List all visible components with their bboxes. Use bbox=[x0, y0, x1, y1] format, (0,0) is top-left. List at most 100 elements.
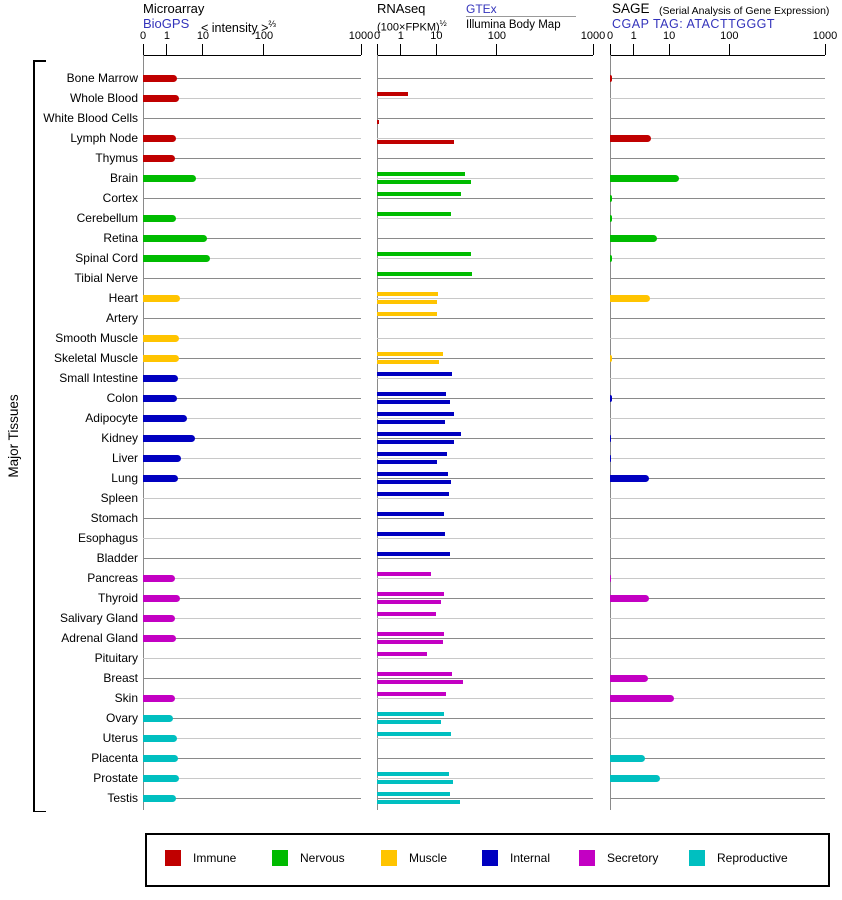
tissue-label: Skeletal Muscle bbox=[53, 351, 138, 365]
bar-gtex bbox=[377, 512, 444, 516]
bar-gtex bbox=[377, 672, 452, 676]
row-gridline bbox=[610, 298, 825, 299]
row-gridline bbox=[143, 598, 361, 599]
row-gridline bbox=[377, 98, 593, 99]
row-gridline bbox=[143, 298, 361, 299]
row-gridline bbox=[143, 638, 361, 639]
rnaseq-title: RNAseq bbox=[377, 1, 426, 16]
rnaseq-scale-label: (100×FPKM)½ bbox=[377, 17, 447, 35]
bar-sage bbox=[610, 675, 649, 682]
row-gridline bbox=[610, 718, 825, 719]
row-gridline bbox=[143, 198, 361, 199]
row-gridline bbox=[610, 798, 825, 799]
axis-tick-label: 10 bbox=[196, 30, 210, 42]
row-gridline bbox=[143, 518, 361, 519]
tissue-label: Small Intestine bbox=[59, 371, 138, 385]
bar-microarray bbox=[143, 155, 176, 162]
tissue-label: Adipocyte bbox=[85, 411, 138, 425]
row-gridline bbox=[143, 698, 361, 699]
row-gridline bbox=[610, 418, 825, 419]
tissue-label: Brain bbox=[109, 171, 138, 185]
axis-tick-label: 1000 bbox=[812, 30, 838, 42]
legend-swatch-internal bbox=[482, 850, 498, 866]
axis-tick bbox=[360, 44, 362, 55]
bar-bodymap bbox=[377, 300, 438, 304]
row-gridline bbox=[377, 558, 593, 559]
axis-tick bbox=[824, 44, 826, 55]
axis-tick-label: 10 bbox=[430, 30, 443, 42]
bar-gtex bbox=[377, 212, 452, 216]
bar-sage bbox=[610, 135, 652, 142]
panel-left-line bbox=[143, 55, 144, 810]
axis-tick bbox=[166, 44, 168, 55]
row-gridline bbox=[610, 758, 825, 759]
bar-gtex bbox=[377, 272, 473, 276]
row-gridline bbox=[143, 98, 361, 99]
row-gridline bbox=[143, 438, 361, 439]
bar-sage bbox=[610, 235, 658, 242]
row-gridline bbox=[377, 218, 593, 219]
row-gridline bbox=[143, 338, 361, 339]
bar-microarray bbox=[143, 395, 177, 402]
row-gridline bbox=[143, 618, 361, 619]
row-gridline bbox=[377, 318, 593, 319]
bar-gtex bbox=[377, 712, 444, 716]
row-gridline bbox=[610, 218, 825, 219]
row-gridline bbox=[377, 298, 593, 299]
row-gridline bbox=[610, 198, 825, 199]
microarray-scale-label: < intensity >⅔ bbox=[201, 17, 276, 35]
bar-microarray bbox=[143, 215, 176, 222]
row-gridline bbox=[610, 398, 825, 399]
bar-microarray bbox=[143, 255, 210, 262]
tissue-label: Colon bbox=[106, 391, 138, 405]
row-gridline bbox=[143, 398, 361, 399]
tissue-label: Thymus bbox=[95, 151, 138, 165]
fpkm-text: (100×FPKM) bbox=[377, 21, 440, 34]
tissue-label: Pancreas bbox=[87, 571, 138, 585]
bar-gtex bbox=[377, 452, 447, 456]
bar-microarray bbox=[143, 615, 176, 622]
tissue-label: Adrenal Gland bbox=[61, 631, 138, 645]
row-gridline bbox=[143, 798, 361, 799]
bar-bodymap bbox=[377, 480, 452, 484]
bar-sage bbox=[610, 175, 679, 182]
row-gridline bbox=[143, 758, 361, 759]
axis-line bbox=[143, 55, 361, 56]
row-gridline bbox=[610, 658, 825, 659]
row-gridline bbox=[610, 518, 825, 519]
row-gridline bbox=[377, 698, 593, 699]
row-gridline bbox=[143, 78, 361, 79]
bar-gtex bbox=[377, 692, 446, 696]
bar-bodymap bbox=[377, 400, 450, 404]
axis-tick-label: 0 bbox=[139, 30, 147, 42]
bar-sage bbox=[610, 75, 613, 82]
row-gridline bbox=[610, 678, 825, 679]
row-gridline bbox=[610, 338, 825, 339]
row-gridline bbox=[143, 778, 361, 779]
row-gridline bbox=[377, 78, 593, 79]
tissue-label: Whole Blood bbox=[69, 91, 138, 105]
row-gridline bbox=[143, 458, 361, 459]
row-gridline bbox=[377, 798, 593, 799]
tissue-label: Uterus bbox=[102, 731, 138, 745]
biogps-link[interactable]: BioGPS bbox=[143, 16, 190, 31]
tissue-label: Cerebellum bbox=[76, 211, 138, 225]
row-gridline bbox=[143, 278, 361, 279]
row-gridline bbox=[143, 238, 361, 239]
gtex-link[interactable]: GTEx bbox=[466, 2, 497, 16]
bar-gtex bbox=[377, 472, 449, 476]
cgap-tag-link[interactable]: CGAP TAG: ATACTTGGGT bbox=[612, 17, 776, 31]
bar-microarray bbox=[143, 415, 188, 422]
tissue-label: Lung bbox=[111, 471, 138, 485]
bar-microarray bbox=[143, 735, 177, 742]
bar-gtex bbox=[377, 492, 449, 496]
row-gridline bbox=[377, 198, 593, 199]
tissue-label: Artery bbox=[105, 311, 138, 325]
bar-sage bbox=[610, 355, 613, 362]
tissue-label: Testis bbox=[107, 791, 138, 805]
tissue-label: Retina bbox=[103, 231, 138, 245]
bar-bodymap bbox=[377, 440, 454, 444]
bar-microarray bbox=[143, 795, 176, 802]
tissue-label: Smooth Muscle bbox=[55, 331, 138, 345]
axis-line bbox=[610, 55, 825, 56]
